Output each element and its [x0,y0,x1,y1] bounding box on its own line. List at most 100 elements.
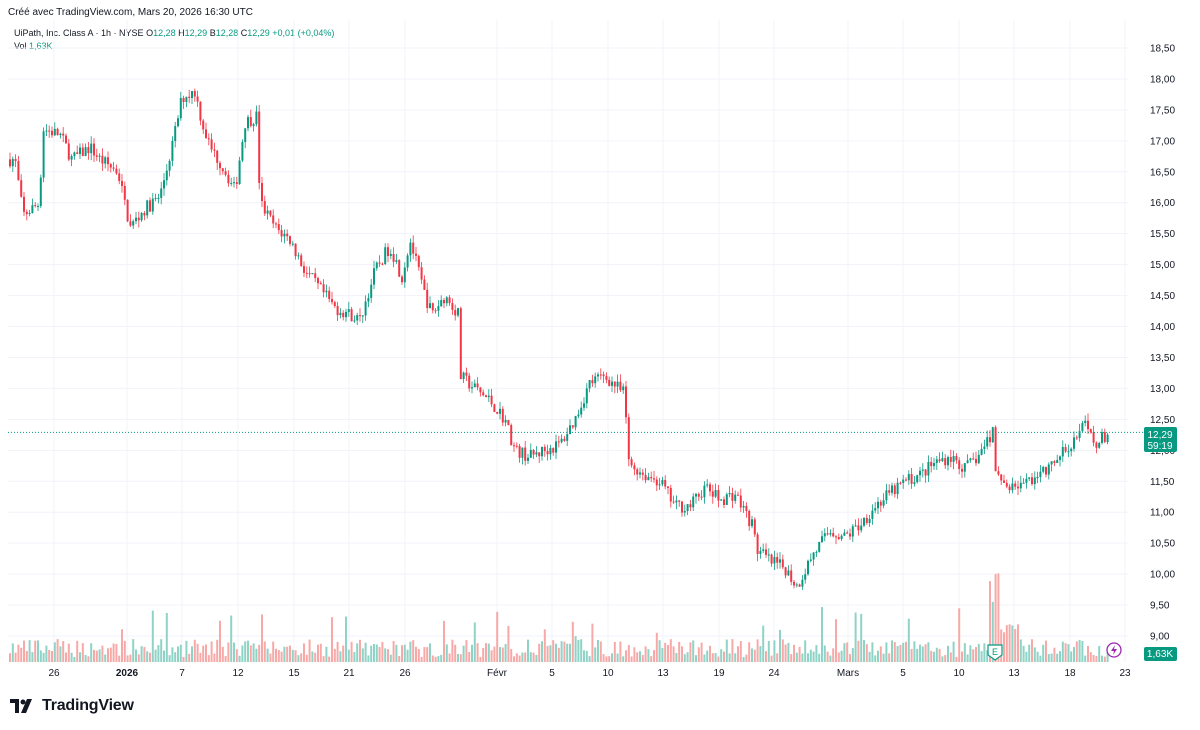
volume-bar [585,650,588,662]
volume-bar [961,651,963,662]
candle-body [1089,429,1092,433]
candle-body [1073,437,1075,449]
volume-bar [997,573,1000,662]
volume-bar [605,656,608,662]
earnings-marker[interactable]: E [987,644,1003,661]
volume-bar [818,653,821,662]
volume-bar [109,647,112,662]
x-tick-label: 2026 [116,668,139,679]
volume-bar [171,647,174,662]
x-tick-label: 18 [1064,668,1076,679]
volume-bar [983,643,986,662]
candle-body [213,149,216,151]
volume-bar [893,641,896,662]
candle-body [342,312,345,318]
earnings-marker-label: E [992,647,998,657]
candle-body [644,474,647,481]
volume-bar [199,652,202,662]
volume-bar [275,648,277,662]
candle-body [294,243,297,257]
candle-body [129,221,132,226]
candle-body [249,117,252,126]
candle-body [356,315,359,321]
volume-bar [67,643,70,662]
candle-body [709,484,711,492]
candle-body [689,504,692,508]
volume-bar [207,655,210,662]
candle-body [580,407,583,415]
volume-bar [675,652,678,662]
candle-body [263,201,266,214]
volume-bar [20,647,23,662]
candle-body [1056,459,1059,463]
candle-body [941,458,944,462]
lightning-icon[interactable] [1106,642,1122,658]
candle-body [14,158,17,162]
volume-bar [317,644,319,662]
candle-body [1095,442,1098,448]
volume-bar [297,655,300,662]
candle-body [143,213,146,216]
x-tick-label: 23 [1119,668,1131,679]
x-tick-label: 5 [549,668,555,679]
candle-body [667,486,669,488]
time-axis[interactable]: 26 2026 7 12 15 21 26 Févr 5 10 13 19 24 Mars 5 10 13 18 2… [48,668,1131,679]
volume-bar [499,647,501,662]
candle-body [986,437,989,447]
volume-bar [1103,656,1106,662]
candle-body [398,260,401,277]
candle-body [919,470,921,476]
volume-bar [163,650,165,662]
volume-bar [599,641,602,662]
candle-body [739,495,742,508]
price-axis[interactable]: 18,50 18,00 17,50 17,00 16,50 16,00 15,50 15,00… [1150,44,1175,643]
candle-body [893,485,896,495]
candle-body [821,536,823,542]
volume-bar [331,617,333,662]
candle-body [795,584,798,586]
volume-bar [907,618,910,662]
candle-body [695,493,697,497]
candle-body [314,273,317,279]
candle-body [163,180,165,189]
tradingview-logo[interactable]: TradingView [10,697,134,715]
volume-bar [846,642,849,662]
x-tick-label: 12 [232,668,244,679]
volume-bar [641,655,644,662]
volume-bar [787,642,790,662]
candle-body [591,380,594,384]
y-tick-label: 17,50 [1150,105,1175,116]
volume-bar [277,650,280,662]
candle-body [877,501,879,509]
volume-bar [935,647,938,662]
volume-bar [151,610,154,662]
volume-bar [247,640,249,662]
candle-body [751,519,753,527]
candle-body [949,457,952,462]
candle-body [927,461,930,476]
candle-body [473,383,476,388]
candle-body [891,485,893,493]
volume-bar [367,655,370,662]
volume-bar [42,652,45,662]
candle-body [468,375,471,389]
close-value: 12,29 [247,28,270,38]
volume-bar [140,646,143,662]
volume-bar [395,644,398,662]
volume-bar [378,647,381,662]
volume-bar [560,641,563,662]
symbol-name[interactable]: UiPath, Inc. Class A · 1h · NYSE [14,28,144,38]
candle-body [1106,434,1109,443]
candle-body [65,135,67,144]
volume-bar [510,648,513,662]
candle-body [815,551,818,553]
candle-body [275,223,277,225]
volume-bar [745,654,748,662]
candle-body [675,500,678,503]
candle-body [1047,464,1050,475]
volume-bar [196,643,199,662]
volume-bar [829,655,832,662]
candle-body [255,111,258,125]
candle-body [605,376,608,380]
